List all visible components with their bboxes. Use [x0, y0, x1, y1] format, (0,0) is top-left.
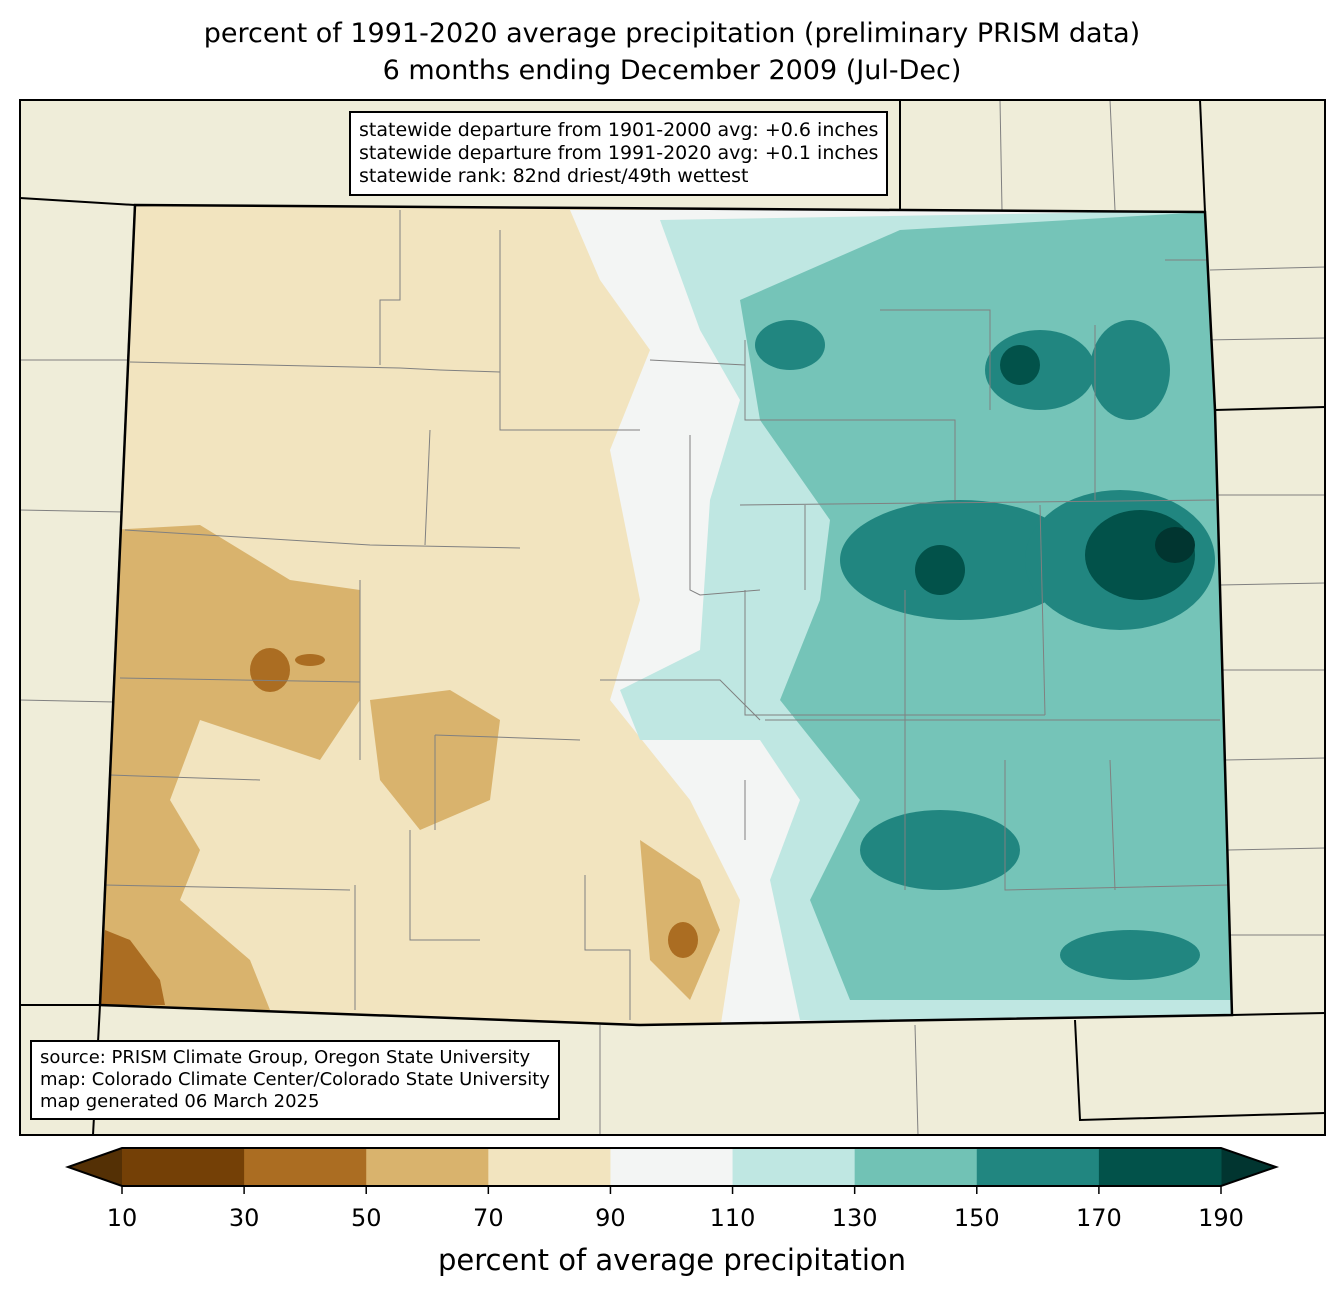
- stats-line-2: statewide departure from 1991-2020 avg: …: [359, 142, 879, 164]
- colorbar-bin: [1098, 1148, 1222, 1186]
- colorbar-tick-label: 130: [831, 1204, 878, 1232]
- map-frame: [19, 99, 1326, 1136]
- colorbar-tick-label: 190: [1198, 1204, 1244, 1232]
- source-line-1: source: PRISM Climate Group, Oregon Stat…: [40, 1047, 531, 1068]
- colorbar-tick-label: 170: [1075, 1204, 1122, 1232]
- stats-line-1: statewide departure from 1901-2000 avg: …: [359, 119, 879, 141]
- colorbar: [64, 1147, 1280, 1194]
- colorbar-tick-label: 10: [106, 1204, 138, 1232]
- neighbor-county-lines: [19, 99, 1326, 1136]
- statewide-stats-box: statewide departure from 1901-2000 avg: …: [349, 111, 889, 196]
- colorbar-bin: [854, 1148, 978, 1186]
- colorbar-bin: [610, 1148, 734, 1186]
- colorbar-tick-label: 90: [595, 1204, 626, 1232]
- source-line-2: map: Colorado Climate Center/Colorado St…: [40, 1069, 550, 1090]
- colorbar-label: percent of average precipitation: [437, 1243, 907, 1277]
- colorbar-tick-label: 70: [473, 1204, 504, 1232]
- colorbar-tick-label: 30: [228, 1204, 260, 1232]
- precipitation-field: [100, 205, 1232, 1025]
- colorbar-bin: [244, 1148, 367, 1186]
- colorbar-bin: [732, 1148, 856, 1186]
- colorbar-bin: [488, 1148, 611, 1186]
- colorbar-tick-label: 50: [350, 1204, 382, 1232]
- source-box: source: PRISM Climate Group, Oregon Stat…: [30, 1040, 560, 1120]
- county-lines: [104, 210, 1231, 1020]
- colorbar-bin: [122, 1148, 245, 1186]
- colorbar-tick-label: 150: [953, 1204, 1000, 1232]
- source-line-3: map generated 06 March 2025: [40, 1091, 320, 1112]
- colorbar-over-arrow: [1221, 1148, 1276, 1186]
- colorado-border: [98, 203, 1234, 1027]
- map-title-line1: percent of 1991-2020 average precipitati…: [203, 18, 1141, 49]
- colorbar-bin: [976, 1148, 1100, 1186]
- map-title-line2: 6 months ending December 2009 (Jul-Dec): [382, 55, 962, 86]
- stats-line-3: statewide rank: 82nd driest/49th wettest: [359, 165, 749, 187]
- colorbar-bin: [366, 1148, 489, 1186]
- colorbar-tick-label: 110: [709, 1204, 756, 1232]
- colorbar-under-arrow: [68, 1148, 122, 1186]
